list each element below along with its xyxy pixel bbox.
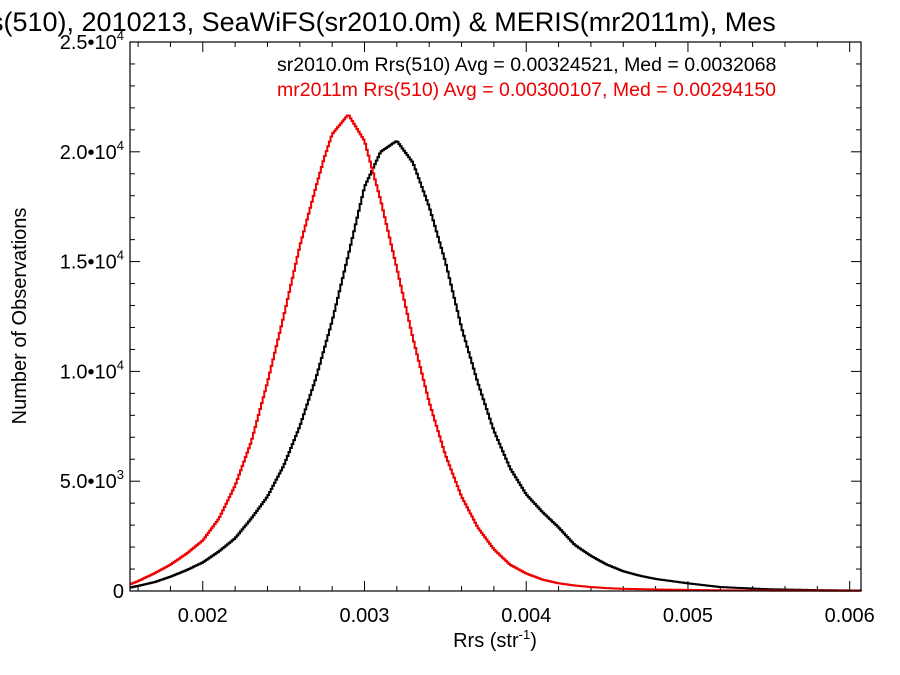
y-tick-label: 2.5•104 [60, 28, 124, 54]
series-line-black [130, 140, 862, 592]
chart-title: s(510), 2010213, SeaWiFS(sr2010.0m) & ME… [0, 7, 776, 37]
y-axis-label: Number of Observations [9, 208, 31, 425]
annotation-black: sr2010.0m Rrs(510) Avg = 0.00324521, Med… [277, 54, 776, 76]
x-tick-label: 0.006 [825, 605, 875, 627]
x-tick-label: 0.002 [178, 605, 228, 627]
y-tick-label: 1.0•104 [60, 357, 124, 383]
y-tick-labels: 0 5.0•103 1.0•104 1.5•104 2.0•104 2.5•104 [60, 28, 124, 603]
series-line-red [130, 114, 861, 592]
plot-frame [129, 41, 862, 592]
annotation-red: mr2011m Rrs(510) Avg = 0.00300107, Med =… [277, 79, 776, 101]
series-layer [130, 114, 862, 592]
x-tick-label: 0.003 [339, 605, 389, 627]
x-axis-label-sup: -1 [519, 627, 531, 642]
x-axis-label-close: ) [530, 630, 537, 652]
x-tick-label: 0.004 [501, 605, 551, 627]
y-tick-label: 5.0•103 [60, 467, 124, 493]
x-axis-label-main: Rrs (str [453, 630, 519, 652]
x-axis-label: Rrs (str-1) [453, 627, 537, 652]
y-tick-label: 2.0•104 [60, 138, 124, 164]
x-tick-label: 0.005 [663, 605, 713, 627]
tick-marks [130, 41, 861, 592]
y-tick-label: 0 [113, 581, 124, 603]
y-tick-label: 1.5•104 [60, 248, 124, 274]
x-tick-labels: 0.002 0.003 0.004 0.005 0.006 [178, 605, 875, 627]
